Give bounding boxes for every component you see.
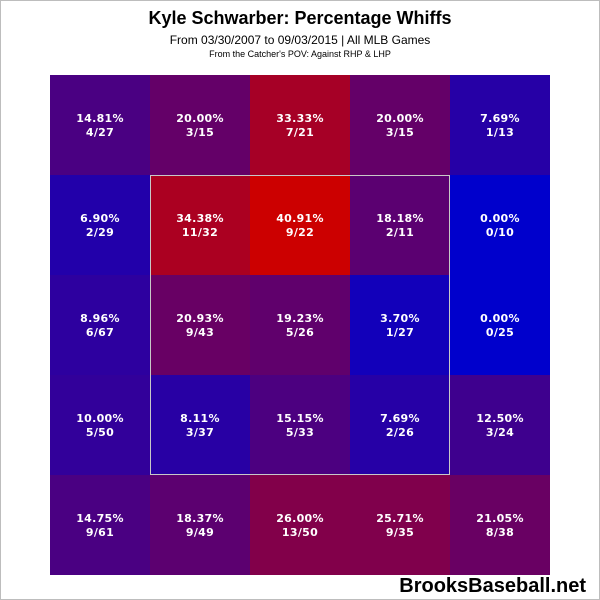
cell-percentage: 26.00% [276, 512, 324, 525]
heatmap-grid: 14.81% 4/27 20.00% 3/15 33.33% 7/21 20.00% 3/15… [50, 75, 550, 575]
cell-fraction: 6/67 [85, 326, 115, 339]
cell-percentage: 20.00% [376, 112, 424, 125]
cell-fraction: 2/26 [385, 426, 415, 439]
cell-fraction: 4/27 [85, 126, 115, 139]
heatmap-cell-r3-c5: 0.00% 0/25 [450, 275, 550, 375]
cell-percentage: 33.33% [276, 112, 324, 125]
heatmap-cell-r3-c3: 19.23% 5/26 [250, 275, 350, 375]
cell-fraction: 13/50 [281, 526, 319, 539]
cell-percentage: 21.05% [476, 512, 524, 525]
cell-fraction: 5/33 [285, 426, 315, 439]
heatmap-cell-r5-c5: 21.05% 8/38 [450, 475, 550, 575]
heatmap-cell-r2-c2: 34.38% 11/32 [150, 175, 250, 275]
cell-percentage: 8.11% [180, 412, 220, 425]
cell-percentage: 18.18% [376, 212, 424, 225]
cell-fraction: 3/24 [485, 426, 515, 439]
heatmap-cell-r2-c1: 6.90% 2/29 [50, 175, 150, 275]
cell-fraction: 3/37 [185, 426, 215, 439]
cell-fraction: 2/29 [85, 226, 115, 239]
brand-watermark: BrooksBaseball.net [399, 575, 586, 597]
cell-fraction: 0/10 [485, 226, 515, 239]
cell-fraction: 7/21 [285, 126, 315, 139]
heatmap-cell-r4-c5: 12.50% 3/24 [450, 375, 550, 475]
cell-fraction: 9/22 [285, 226, 315, 239]
heatmap-cell-r5-c1: 14.75% 9/61 [50, 475, 150, 575]
heatmap-cell-r5-c2: 18.37% 9/49 [150, 475, 250, 575]
heatmap-cell-r4-c2: 8.11% 3/37 [150, 375, 250, 475]
cell-percentage: 20.93% [176, 312, 224, 325]
cell-percentage: 3.70% [380, 312, 420, 325]
cell-percentage: 18.37% [176, 512, 224, 525]
cell-percentage: 6.90% [80, 212, 120, 225]
heatmap-cell-r2-c4: 18.18% 2/11 [350, 175, 450, 275]
cell-percentage: 15.15% [276, 412, 324, 425]
heatmap-cell-r4-c3: 15.15% 5/33 [250, 375, 350, 475]
cell-percentage: 12.50% [476, 412, 524, 425]
cell-fraction: 5/50 [85, 426, 115, 439]
cell-fraction: 5/26 [285, 326, 315, 339]
cell-percentage: 0.00% [480, 212, 520, 225]
heatmap-cell-r2-c5: 0.00% 0/10 [450, 175, 550, 275]
heatmap-cell-r4-c1: 10.00% 5/50 [50, 375, 150, 475]
cell-percentage: 20.00% [176, 112, 224, 125]
cell-percentage: 34.38% [176, 212, 224, 225]
heatmap-cell-r3-c4: 3.70% 1/27 [350, 275, 450, 375]
cell-percentage: 40.91% [276, 212, 324, 225]
cell-fraction: 0/25 [485, 326, 515, 339]
cell-percentage: 10.00% [76, 412, 124, 425]
heatmap-cell-r1-c3: 33.33% 7/21 [250, 75, 350, 175]
cell-fraction: 11/32 [181, 226, 219, 239]
cell-fraction: 8/38 [485, 526, 515, 539]
chart-subtitle: From 03/30/2007 to 09/03/2015 | All MLB … [169, 33, 431, 47]
heatmap-cell-r5-c3: 26.00% 13/50 [250, 475, 350, 575]
heatmap-cell-r5-c4: 25.71% 9/35 [350, 475, 450, 575]
heatmap-cell-r3-c1: 8.96% 6/67 [50, 275, 150, 375]
heatmap-cell-r1-c2: 20.00% 3/15 [150, 75, 250, 175]
heatmap-cell-r2-c3: 40.91% 9/22 [250, 175, 350, 275]
chart-title: Kyle Schwarber: Percentage Whiffs [148, 8, 452, 28]
cell-percentage: 8.96% [80, 312, 120, 325]
cell-percentage: 25.71% [376, 512, 424, 525]
cell-fraction: 9/43 [185, 326, 215, 339]
heatmap-cell-r4-c4: 7.69% 2/26 [350, 375, 450, 475]
cell-percentage: 0.00% [480, 312, 520, 325]
cell-fraction: 9/35 [385, 526, 415, 539]
cell-fraction: 2/11 [385, 226, 415, 239]
cell-percentage: 19.23% [276, 312, 324, 325]
cell-percentage: 14.81% [76, 112, 124, 125]
heatmap-cell-r1-c4: 20.00% 3/15 [350, 75, 450, 175]
heatmap-cell-r3-c2: 20.93% 9/43 [150, 275, 250, 375]
cell-fraction: 1/27 [385, 326, 415, 339]
heatmap-cell-r1-c5: 7.69% 1/13 [450, 75, 550, 175]
cell-percentage: 7.69% [480, 112, 520, 125]
cell-percentage: 7.69% [380, 412, 420, 425]
cell-fraction: 3/15 [385, 126, 415, 139]
cell-fraction: 3/15 [185, 126, 215, 139]
heatmap-cell-r1-c1: 14.81% 4/27 [50, 75, 150, 175]
cell-fraction: 9/61 [85, 526, 115, 539]
cell-percentage: 14.75% [76, 512, 124, 525]
chart-subtitle-pov: From the Catcher's POV: Against RHP & LH… [209, 49, 391, 59]
cell-fraction: 1/13 [485, 126, 515, 139]
cell-fraction: 9/49 [185, 526, 215, 539]
